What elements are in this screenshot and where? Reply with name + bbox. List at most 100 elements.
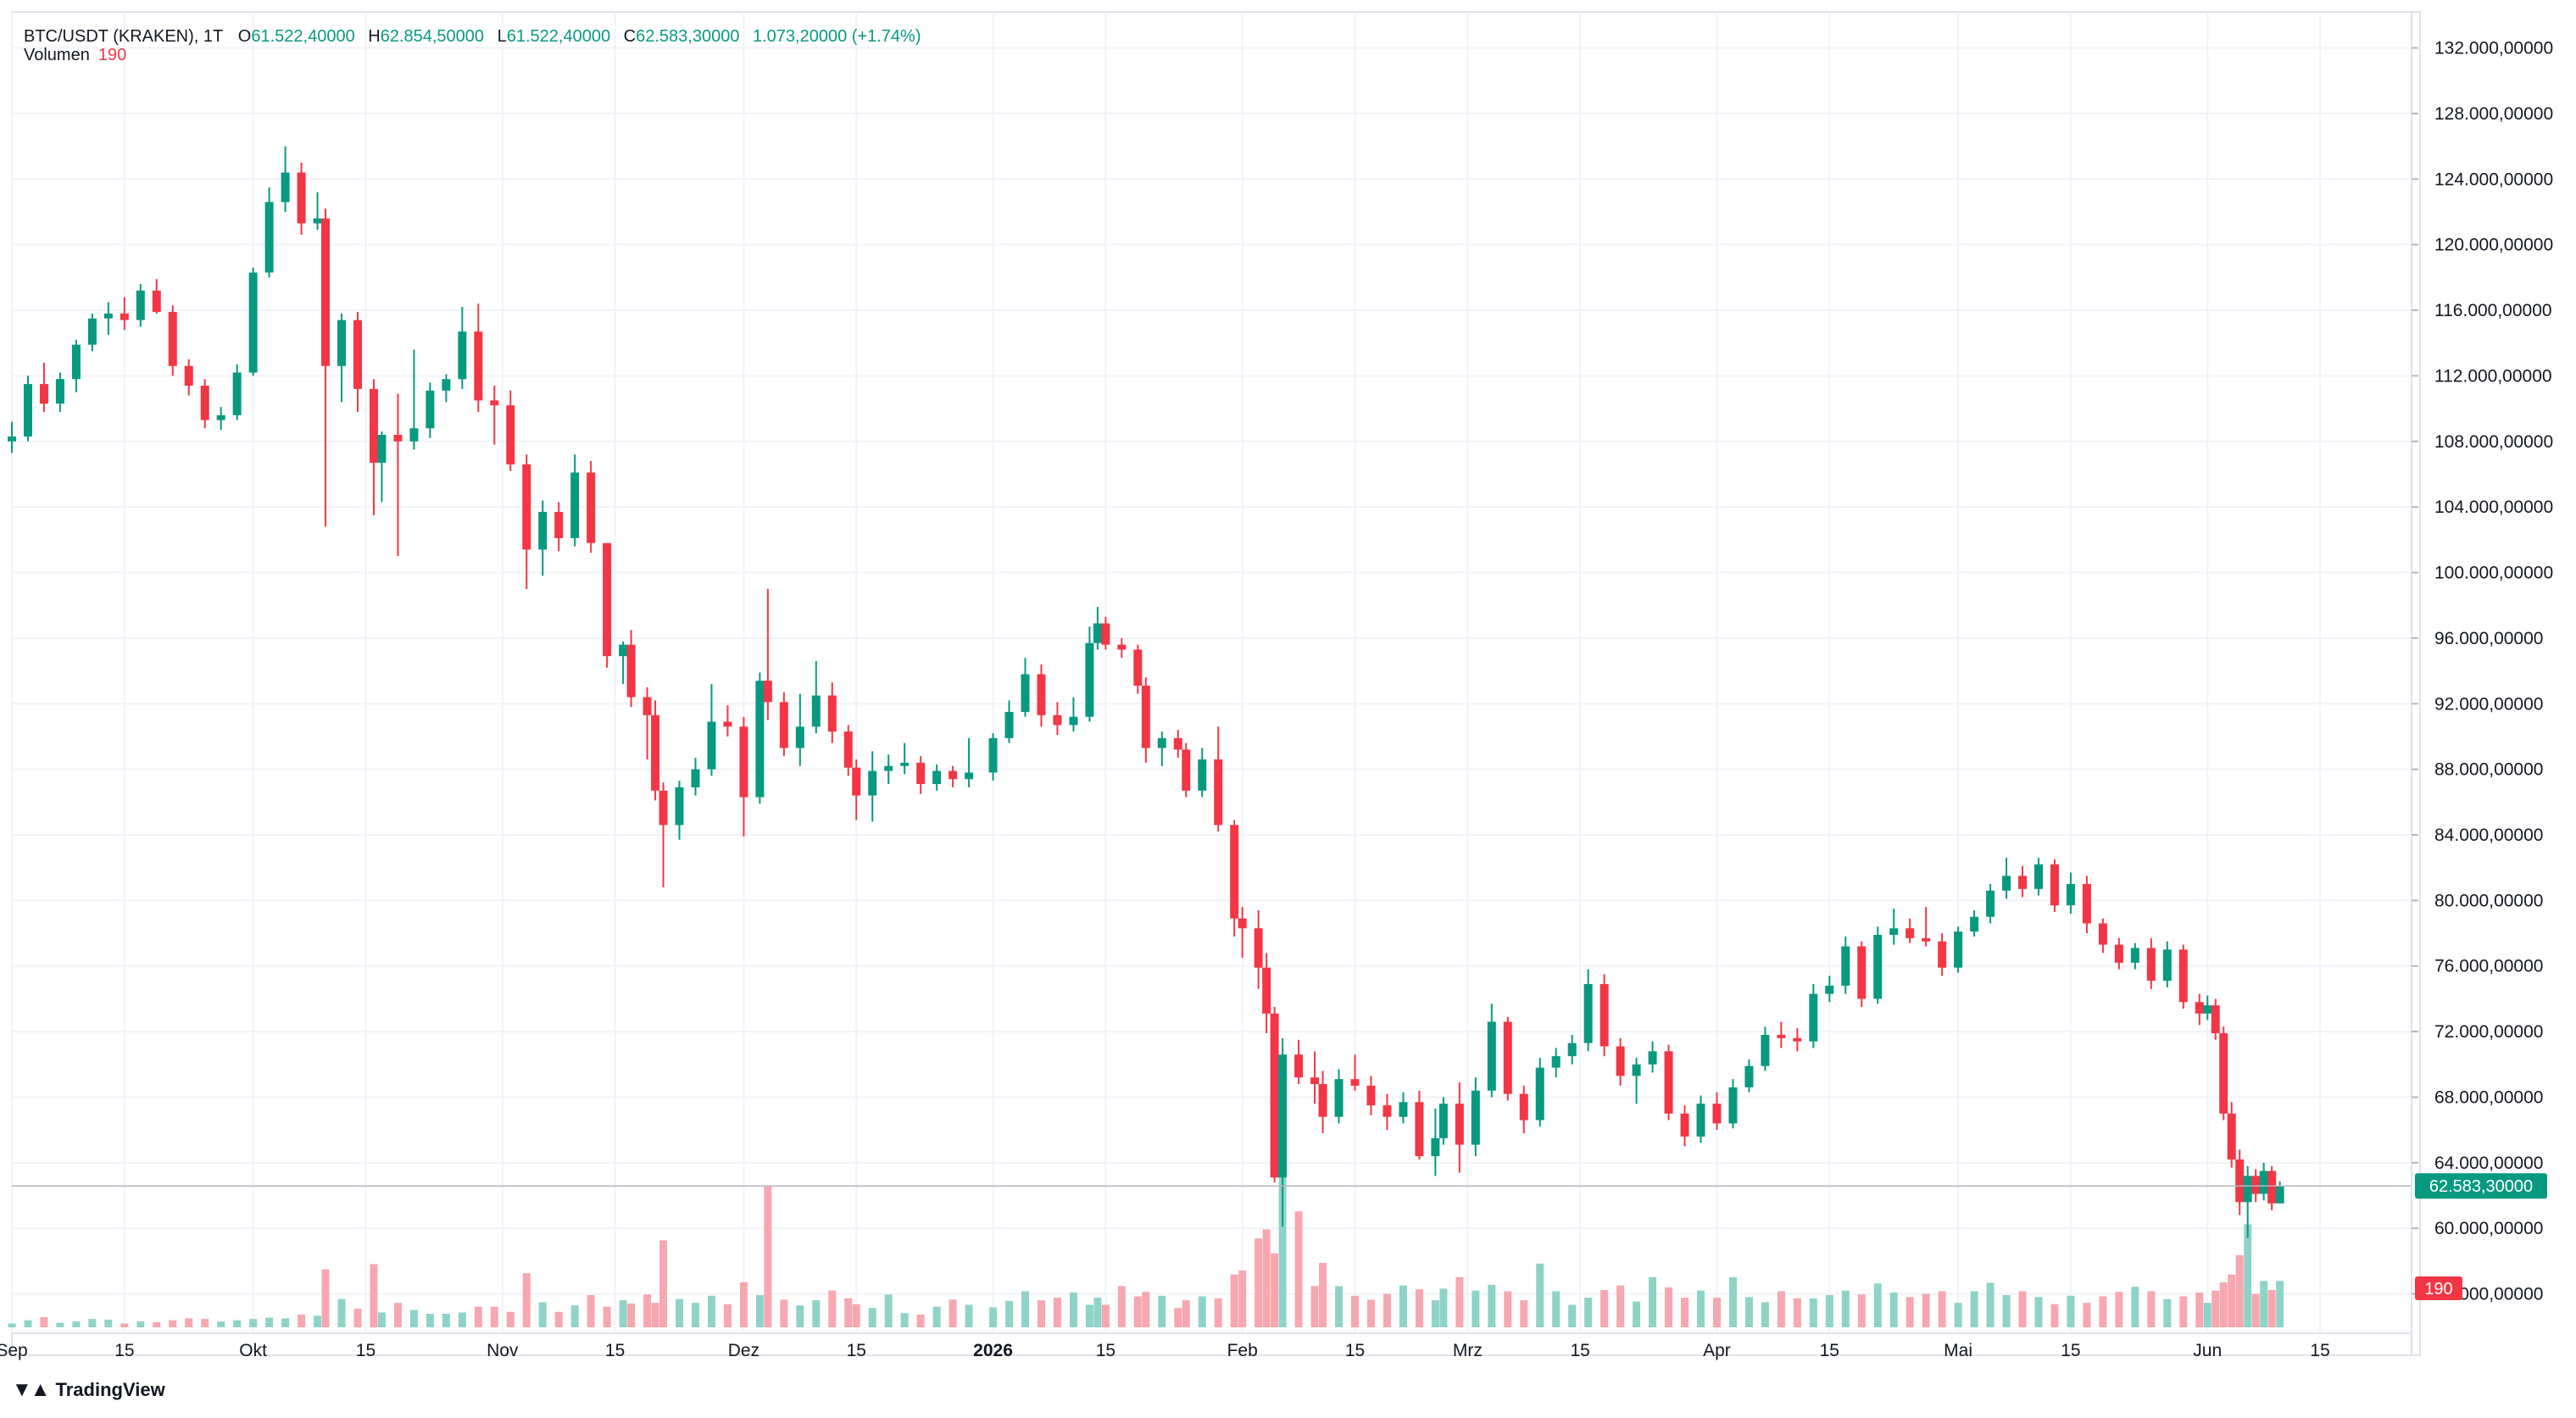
volume-bar (723, 1304, 732, 1327)
candle-body (2050, 864, 2059, 906)
x-tick-label: Feb (1227, 1341, 1258, 1360)
candle-body (1399, 1102, 1408, 1117)
candle-body (1438, 1104, 1448, 1138)
candle-body (988, 737, 998, 773)
candle-body (2018, 876, 2028, 889)
candle-body (2130, 948, 2139, 963)
candle-body (587, 472, 596, 543)
volume-bar (916, 1314, 925, 1327)
volume-bar (1649, 1276, 1657, 1327)
volume-bar (2131, 1287, 2139, 1327)
volume-bar (1616, 1285, 1625, 1327)
volume-badge (2415, 1276, 2462, 1300)
volume-bar (1415, 1289, 1423, 1327)
candle-body (1318, 1083, 1327, 1117)
volume-bar (337, 1298, 346, 1327)
x-tick-label: 15 (356, 1341, 376, 1360)
x-tick-label: 15 (2310, 1341, 2329, 1360)
candle-body (409, 428, 419, 442)
candle-body (103, 313, 113, 319)
candle-body (538, 511, 548, 550)
x-tick-label: Mrz (1453, 1341, 1483, 1360)
candle-body (1616, 1046, 1625, 1076)
candle-body (1728, 1087, 1738, 1124)
candle-body (1906, 928, 1915, 938)
volume-bar (1777, 1291, 1785, 1327)
volume-bar (900, 1313, 909, 1327)
volume-bar (1383, 1293, 1391, 1327)
volume-bar (2002, 1295, 2011, 1327)
y-tick-label: 128.000,00000 (2434, 104, 2553, 124)
x-tick-label: 2026 (973, 1341, 1013, 1360)
volume-bar (1488, 1284, 1496, 1327)
volume-bar (1520, 1300, 1528, 1327)
candle-body (1632, 1064, 1641, 1076)
candle-body (168, 311, 177, 366)
candle-body (1583, 984, 1593, 1043)
candle-body (1053, 715, 1062, 726)
candle-body (2146, 948, 2156, 981)
time-axis[interactable]: Sep 15 Okt 15 Nov 15 Dez 15 2026 15 Feb 15 Mrz 15 Apr 1… (0, 1341, 2330, 1360)
candle-body (281, 172, 290, 203)
volume-bar (2115, 1292, 2123, 1327)
volume-bar (120, 1323, 129, 1327)
volume-bar (1198, 1296, 1206, 1327)
candle-layer (8, 146, 2284, 1238)
candle-body (626, 644, 636, 698)
volume-bar (1954, 1303, 1962, 1327)
candle-body (1141, 685, 1150, 748)
candle-body (2267, 1171, 2277, 1204)
candle-body (8, 436, 16, 442)
candle-body (932, 770, 942, 785)
candle-body (1214, 759, 1223, 826)
candle-body (1970, 916, 1979, 932)
candle-body (1230, 825, 1239, 919)
volume-bar (1455, 1276, 1464, 1327)
high-value: 62.854,50000 (380, 27, 485, 46)
y-tick-label: 60.000,00000 (2434, 1219, 2543, 1238)
x-tick-label: Jun (2193, 1341, 2222, 1360)
candle-body (490, 400, 499, 406)
volume-bar (643, 1294, 652, 1327)
candle-body (1471, 1090, 1480, 1145)
volume-bar (314, 1315, 322, 1327)
volume-bar (2195, 1292, 2204, 1327)
volume-bar (1712, 1298, 1721, 1327)
volume-bar (490, 1306, 498, 1327)
candle-body (1922, 937, 1931, 942)
high-label: H (368, 27, 381, 46)
volume-bar (2276, 1281, 2284, 1327)
y-tick-label: 108.000,00000 (2434, 432, 2553, 452)
candle-body (337, 320, 347, 366)
candle-body (1069, 716, 1078, 726)
y-tick-label: 68.000,00000 (2434, 1087, 2543, 1107)
volume-label[interactable]: Volumen (24, 46, 90, 64)
candle-body (1938, 941, 1947, 968)
volume-bar (136, 1321, 145, 1327)
volume-bar (56, 1322, 64, 1327)
volume-value: 190 (97, 46, 127, 64)
volume-bar (844, 1298, 853, 1327)
grid-layer (11, 12, 2412, 1333)
candle-body (1857, 946, 1867, 999)
volume-bar (884, 1294, 893, 1327)
volume-bar (2034, 1297, 2043, 1327)
volume-bar (1873, 1283, 1882, 1327)
volume-bar (104, 1319, 113, 1327)
symbol-label[interactable]: BTC/USDT (KRAKEN), 1T (24, 27, 224, 46)
volume-bar (1262, 1229, 1271, 1327)
candle-body (1383, 1105, 1392, 1117)
volume-bar (780, 1299, 788, 1327)
volume-bar (1889, 1292, 1898, 1327)
tradingview-brand[interactable]: ▼▲ TradingView (12, 1378, 165, 1402)
volume-bar (1665, 1287, 1673, 1327)
candle-body (916, 762, 926, 785)
y-tick-label: 112.000,00000 (2434, 366, 2552, 386)
volume-bar (1335, 1286, 1344, 1327)
candle-body (1366, 1085, 1376, 1106)
volume-bar (554, 1311, 563, 1327)
candle-body (1648, 1051, 1657, 1065)
volume-bar (2267, 1289, 2276, 1327)
y-tick-label: 84.000,00000 (2434, 826, 2543, 845)
